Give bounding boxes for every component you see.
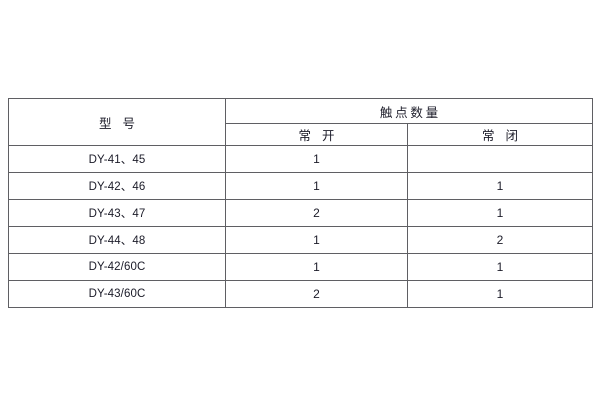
cell-model: DY-43、47 <box>8 199 226 227</box>
contact-quantity-table: 型 号 触点数量 常 开 常 闭 DY-41、45 1 DY-42、46 1 1 <box>8 98 594 308</box>
table-body: DY-41、45 1 DY-42、46 1 1 DY-43、47 2 1 DY-… <box>8 145 594 308</box>
column-header-normally-closed: 常 闭 <box>406 123 594 146</box>
cell-model: DY-44、48 <box>8 226 226 254</box>
table-row: DY-43、47 2 1 <box>8 199 594 227</box>
cell-model: DY-42、46 <box>8 172 226 200</box>
cell-normally-open: 1 <box>225 226 408 254</box>
cell-normally-open: 2 <box>225 199 408 227</box>
cell-model: DY-41、45 <box>8 145 226 173</box>
cell-normally-closed: 2 <box>406 226 594 254</box>
table-header: 型 号 触点数量 常 开 常 闭 <box>8 98 594 146</box>
table-row: DY-44、48 1 2 <box>8 226 594 254</box>
column-header-model: 型 号 <box>8 98 226 146</box>
table-row: DY-42、46 1 1 <box>8 172 594 200</box>
cell-normally-open: 1 <box>225 253 408 281</box>
cell-normally-closed <box>406 145 594 173</box>
column-header-normally-open: 常 开 <box>225 123 408 146</box>
cell-normally-open: 1 <box>225 145 408 173</box>
cell-normally-closed: 1 <box>406 199 594 227</box>
header-row-primary: 型 号 触点数量 <box>8 98 594 146</box>
column-group-header-contact-quantity: 触点数量 <box>224 98 594 124</box>
cell-normally-open: 1 <box>225 172 408 200</box>
table-row: DY-41、45 1 <box>8 145 594 173</box>
contact-quantity-table-container: 型 号 触点数量 常 开 常 闭 DY-41、45 1 DY-42、46 1 1 <box>8 98 594 308</box>
cell-normally-closed: 1 <box>406 172 594 200</box>
cell-normally-closed: 1 <box>406 253 594 281</box>
header-row-secondary: 常 开 常 闭 <box>9 123 594 146</box>
cell-normally-closed: 1 <box>406 280 594 308</box>
table-row: DY-43/60C 2 1 <box>8 280 594 308</box>
cell-model: DY-42/60C <box>8 253 226 281</box>
table-row: DY-42/60C 1 1 <box>8 253 594 281</box>
cell-normally-open: 2 <box>225 280 408 308</box>
cell-model: DY-43/60C <box>8 280 226 308</box>
